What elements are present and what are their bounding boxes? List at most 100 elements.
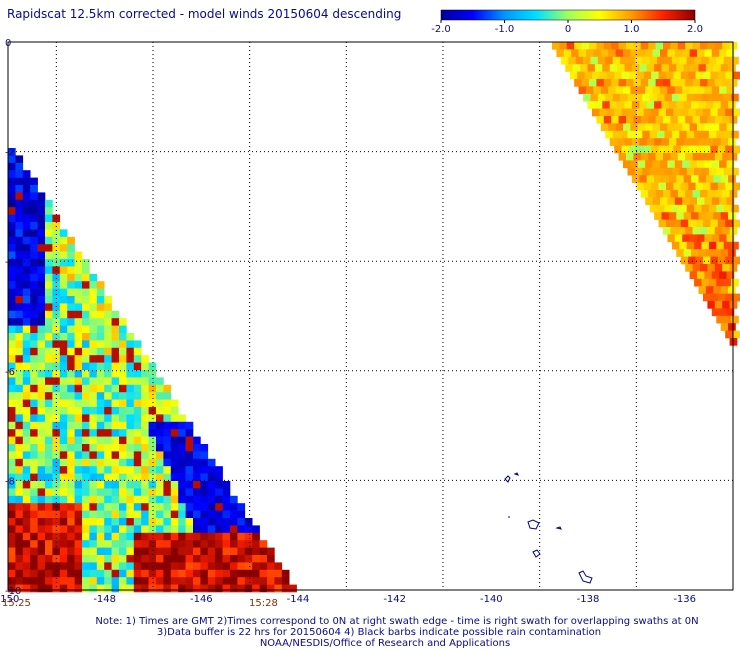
wind-cell (89, 296, 98, 304)
wind-cell (156, 392, 164, 400)
wind-cell (717, 256, 726, 265)
wind-cell (8, 370, 16, 378)
wind-cell (59, 562, 68, 571)
wind-cell (37, 207, 46, 215)
wind-cell (74, 444, 83, 452)
wind-cell (111, 540, 120, 548)
wind-cell (74, 510, 83, 519)
wind-cell (207, 495, 216, 504)
wind-cell (222, 562, 231, 571)
wind-cell (37, 540, 46, 548)
wind-cell (119, 377, 127, 386)
wind-cell (630, 86, 639, 95)
wind-cell (626, 116, 634, 124)
wind-cell (59, 244, 68, 252)
wind-cell (59, 458, 68, 467)
wind-cell (215, 510, 223, 519)
wind-cell (658, 145, 667, 154)
wind-cell (22, 222, 31, 230)
wind-cell (126, 569, 135, 578)
wind-cell (666, 71, 674, 80)
wind-cell (8, 162, 16, 171)
wind-cell (22, 296, 31, 304)
wind-cell (728, 286, 736, 294)
wind-cell (156, 444, 164, 452)
wind-cell (215, 488, 223, 497)
wind-cell (714, 153, 723, 161)
wind-cell (111, 547, 120, 556)
wind-cell (74, 555, 83, 563)
y-tick-label: -8 (5, 476, 15, 487)
wind-cell (82, 525, 90, 534)
wind-cell (67, 407, 75, 415)
wind-cell (22, 259, 31, 267)
y-tick-label: -2 (5, 148, 15, 159)
wind-cell (22, 177, 31, 186)
wind-cell (685, 42, 693, 50)
wind-cell (688, 182, 696, 191)
wind-cell (148, 399, 157, 408)
wind-cell (30, 244, 38, 252)
wind-cell (22, 584, 31, 593)
wind-cell (119, 392, 127, 400)
wind-cell (67, 362, 75, 371)
wind-cell (148, 532, 157, 541)
wind-cell (8, 392, 16, 400)
wind-cell (156, 577, 164, 585)
wind-cell (104, 547, 112, 556)
wind-cell (578, 49, 587, 58)
wind-cell (37, 429, 46, 437)
wind-cell (701, 130, 710, 139)
wind-cell (178, 429, 186, 437)
colorbar: -2.0 -1.0 0 1.0 2.0 (431, 9, 703, 35)
wind-cell (623, 86, 631, 95)
wind-cell (193, 525, 201, 534)
wind-cell (705, 64, 714, 72)
wind-cell (630, 123, 639, 132)
wind-cell (8, 325, 16, 334)
wind-cell (119, 407, 127, 415)
wind-cell (583, 93, 591, 102)
wind-cell (200, 540, 209, 548)
wind-cell (45, 458, 53, 467)
wind-cell (111, 377, 120, 386)
wind-cell (692, 153, 701, 161)
wind-cell (185, 562, 194, 571)
wind-cell (185, 481, 194, 489)
wind-cell (111, 340, 120, 349)
wind-cell (22, 333, 31, 341)
wind-cell (722, 227, 730, 235)
wind-cell (126, 429, 135, 437)
wind-cell (666, 219, 674, 228)
wind-cell (643, 71, 652, 80)
wind-cell (74, 318, 83, 326)
wind-cell (148, 569, 157, 578)
wind-cell (52, 273, 61, 282)
wind-cell (89, 495, 98, 504)
wind-cell (178, 458, 186, 467)
wind-cell (52, 333, 61, 341)
wind-cell (267, 569, 275, 578)
wind-cell (52, 540, 61, 548)
wind-cell (89, 481, 98, 489)
wind-cell (230, 525, 238, 534)
wind-cell (148, 540, 157, 548)
wind-cell (594, 101, 603, 109)
wind-cell (185, 451, 194, 460)
wind-cell (230, 577, 238, 585)
wind-cell (22, 458, 31, 467)
wind-cell (89, 377, 98, 386)
wind-cell (259, 577, 268, 585)
wind-cell (728, 249, 736, 257)
wind-cell (37, 518, 46, 526)
wind-cell (695, 71, 704, 80)
x-tick-label: -138 (577, 594, 600, 605)
wind-cell (689, 271, 698, 280)
wind-cell (657, 204, 665, 213)
wind-cell (141, 555, 149, 563)
wind-cell (8, 347, 16, 356)
wind-cell (726, 234, 735, 243)
wind-cell (59, 436, 68, 445)
wind-cell (89, 555, 98, 563)
wind-cell (141, 540, 149, 548)
